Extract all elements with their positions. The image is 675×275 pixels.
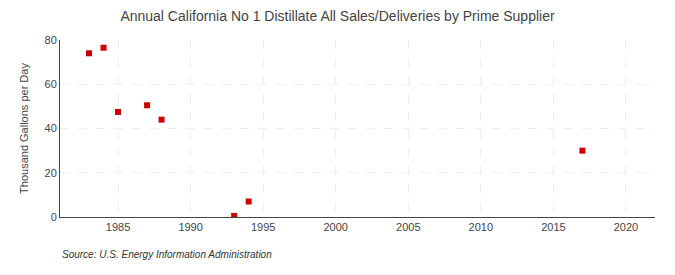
svg-text:1985: 1985 bbox=[106, 221, 130, 233]
svg-text:1990: 1990 bbox=[178, 221, 202, 233]
svg-text:60: 60 bbox=[45, 78, 57, 90]
svg-text:2000: 2000 bbox=[323, 221, 347, 233]
svg-text:2020: 2020 bbox=[614, 221, 638, 233]
svg-text:Thousand Gallons per Day: Thousand Gallons per Day bbox=[18, 63, 30, 194]
svg-text:Annual California No 1 Distill: Annual California No 1 Distillate All Sa… bbox=[120, 8, 555, 24]
svg-text:2005: 2005 bbox=[396, 221, 420, 233]
svg-text:2015: 2015 bbox=[541, 221, 565, 233]
svg-text:Source: U.S. Energy Informatio: Source: U.S. Energy Information Administ… bbox=[62, 249, 272, 260]
svg-text:80: 80 bbox=[45, 34, 57, 46]
svg-text:2010: 2010 bbox=[469, 221, 493, 233]
svg-text:1995: 1995 bbox=[251, 221, 275, 233]
svg-text:0: 0 bbox=[51, 211, 57, 223]
svg-text:20: 20 bbox=[45, 167, 57, 179]
svg-text:40: 40 bbox=[45, 122, 57, 134]
